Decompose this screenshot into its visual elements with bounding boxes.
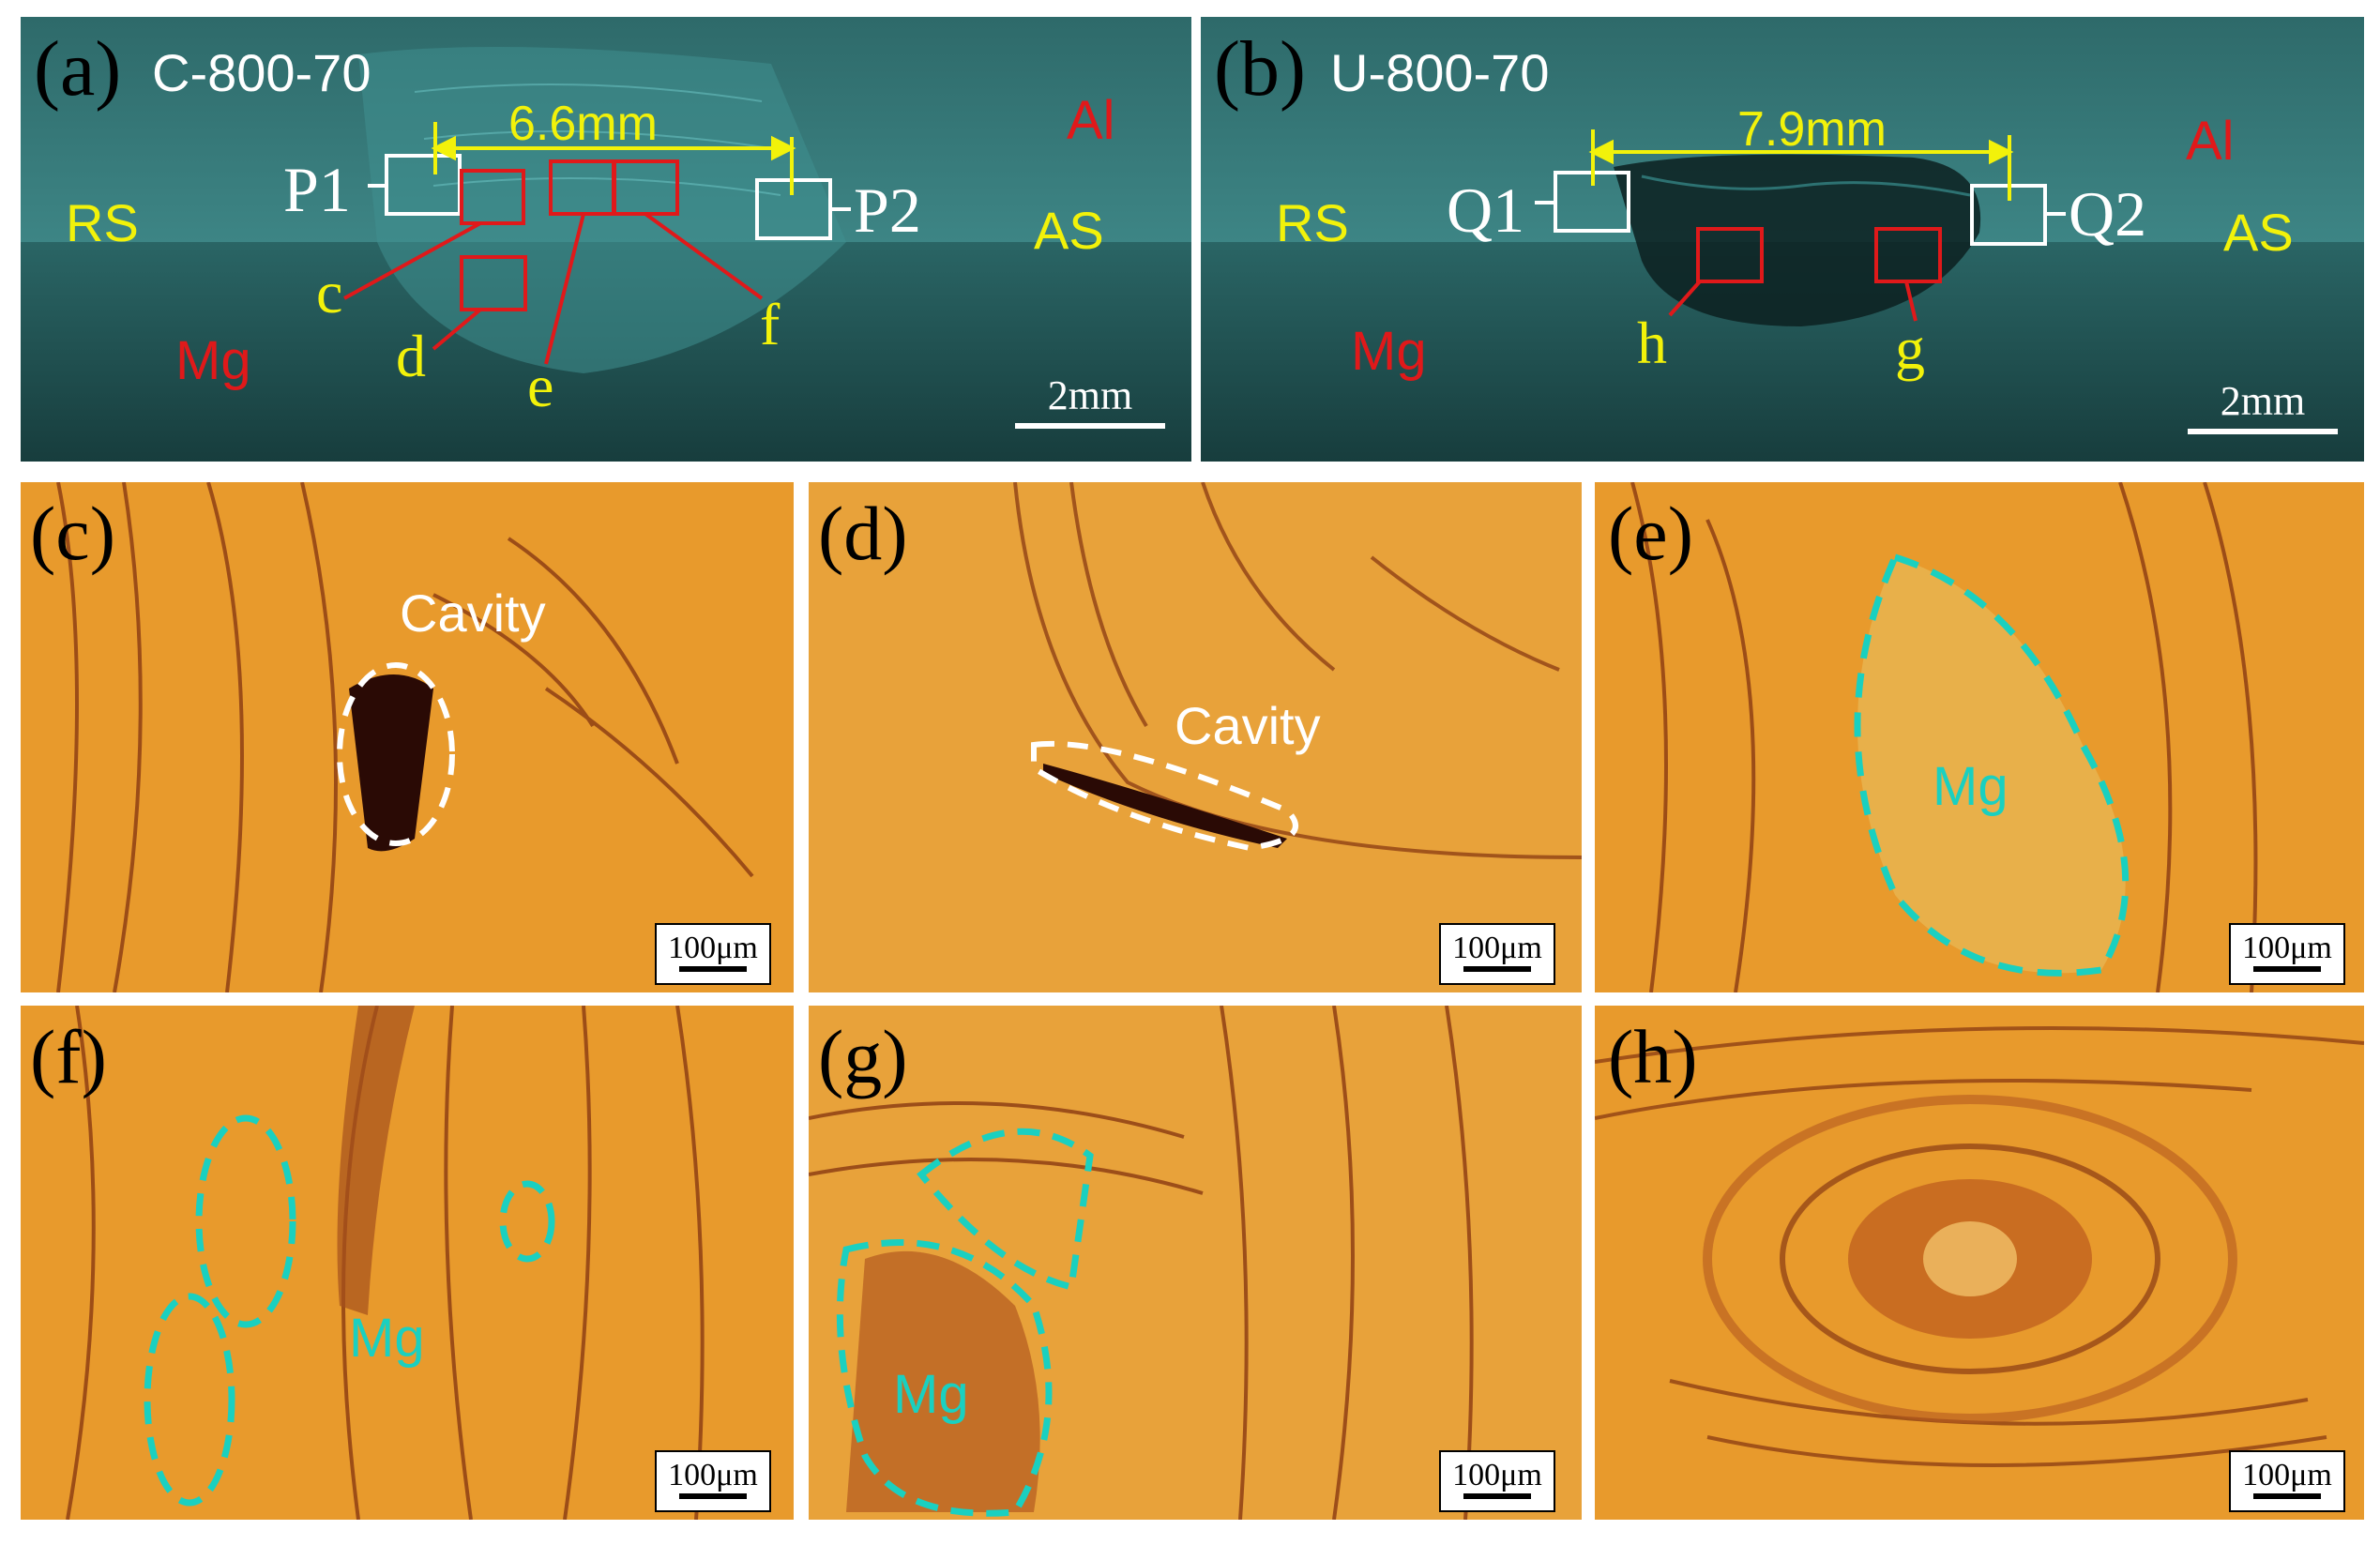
panel-d-scale-text: 100μm: [1452, 931, 1542, 965]
panel-b-callout-h: h: [1637, 310, 1667, 376]
panel-d-label: (d): [818, 491, 908, 576]
panel-c-scale-text: 100μm: [668, 931, 758, 965]
panel-d-note: Cavity: [1175, 696, 1321, 755]
panel-h-scale-text: 100μm: [2242, 1458, 2332, 1492]
panel-f-image: [21, 1006, 794, 1520]
panel-b-zone-rs: RS: [1276, 193, 1349, 252]
panel-b-scale-text: 2mm: [2220, 378, 2306, 424]
panel-b-label: (b): [1214, 25, 1306, 113]
panel-e-note: Mg: [1933, 756, 2009, 817]
panel-b-zone-mg: Mg: [1351, 321, 1427, 382]
panel-e-micrograph: (e) Mg 100μm: [1595, 482, 2364, 992]
panel-a-callout-c: c: [316, 259, 343, 326]
panel-a-zone-rs: RS: [66, 193, 139, 252]
panel-c-note: Cavity: [400, 583, 546, 643]
panel-c-image: [21, 482, 794, 992]
panel-h-image: [1595, 1006, 2364, 1520]
panel-h-micrograph: (h) 100μm: [1595, 1006, 2364, 1520]
panel-c-micrograph: (c) Cavity 100μm: [21, 482, 794, 992]
panel-a-zone-al: Al: [1067, 90, 1115, 151]
panel-f-scale-box: 100μm: [655, 1450, 771, 1512]
panel-a-scale-bar: 2mm: [1015, 371, 1165, 429]
panel-f-label: (f): [30, 1014, 107, 1099]
panel-a-zone-as: AS: [1034, 201, 1104, 260]
panel-g-note: Mg: [893, 1364, 969, 1425]
panel-a-image: [21, 17, 1191, 462]
panel-b-point-q1: Q1: [1447, 174, 1525, 246]
panel-g-micrograph: (g) Mg 100μm: [809, 1006, 1582, 1520]
panel-f-scale-text: 100μm: [668, 1458, 758, 1492]
panel-d-image: [809, 482, 1582, 992]
panel-e-scale-text: 100μm: [2242, 931, 2332, 965]
panel-a-label: (a): [34, 25, 122, 113]
panel-h-scale-box: 100μm: [2229, 1450, 2345, 1512]
panel-a-callout-d: d: [396, 323, 426, 389]
panel-a-sample: C-800-70: [152, 43, 371, 102]
panel-b-image: [1201, 17, 2364, 462]
panel-b-macrograph: (b) U-800-70 7.9mm Q1 Q2 RS AS Al Mg h g…: [1201, 17, 2364, 462]
panel-a-point-p1: P1: [283, 154, 351, 225]
panel-b-sample: U-800-70: [1330, 43, 1550, 102]
panel-a-macrograph: (a) C-800-70 6.6mm P1 P2 RS AS Al Mg c d…: [21, 17, 1191, 462]
panel-a-scale-text: 2mm: [1047, 372, 1133, 418]
panel-a-width-label: 6.6mm: [508, 97, 658, 151]
panel-b-scale-bar: 2mm: [2188, 377, 2338, 434]
panel-g-scale-text: 100μm: [1452, 1458, 1542, 1492]
panel-e-scale-box: 100μm: [2229, 923, 2345, 985]
panel-e-image: [1595, 482, 2364, 992]
panel-h-label: (h): [1608, 1014, 1698, 1099]
panel-b-width-label: 7.9mm: [1737, 102, 1887, 157]
panel-d-scale-box: 100μm: [1439, 923, 1555, 985]
panel-f-note: Mg: [349, 1308, 425, 1369]
panel-b-point-q2: Q2: [2069, 178, 2147, 250]
panel-a-zone-mg: Mg: [175, 330, 251, 391]
panel-b-callout-g: g: [1895, 315, 1925, 382]
panel-e-label: (e): [1608, 491, 1694, 576]
panel-g-image: [809, 1006, 1582, 1520]
panel-g-scale-box: 100μm: [1439, 1450, 1555, 1512]
panel-c-label: (c): [30, 491, 116, 576]
panel-c-scale-box: 100μm: [655, 923, 771, 985]
panel-b-zone-al: Al: [2186, 111, 2235, 172]
panel-a-point-p2: P2: [854, 174, 921, 246]
panel-f-micrograph: (f) Mg 100μm: [21, 1006, 794, 1520]
panel-g-label: (g): [818, 1014, 908, 1099]
panel-d-micrograph: (d) Cavity 100μm: [809, 482, 1582, 992]
panel-b-zone-as: AS: [2223, 203, 2294, 262]
panel-a-callout-f: f: [760, 291, 781, 357]
panel-a-callout-e: e: [527, 353, 554, 419]
